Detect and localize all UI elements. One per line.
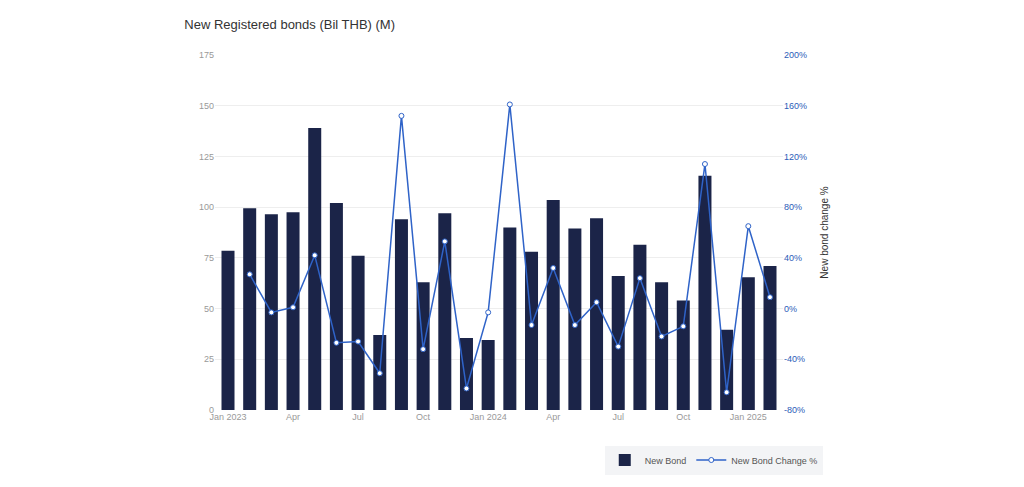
svg-text:100: 100	[199, 202, 214, 212]
svg-text:50: 50	[204, 304, 214, 314]
svg-text:Oct: Oct	[676, 412, 691, 422]
svg-text:New Bond: New Bond	[645, 456, 687, 466]
svg-text:40%: 40%	[784, 253, 802, 263]
svg-text:0: 0	[209, 405, 214, 415]
svg-text:160%: 160%	[784, 101, 807, 111]
svg-text:Jul: Jul	[352, 412, 364, 422]
svg-text:-80%: -80%	[784, 405, 805, 415]
svg-text:New bond change %: New bond change %	[819, 186, 830, 278]
svg-text:New Registered bonds (Bil THB): New Registered bonds (Bil THB) (M)	[184, 17, 395, 32]
svg-text:175: 175	[199, 50, 214, 60]
svg-text:Jan 2023: Jan 2023	[209, 412, 246, 422]
svg-text:Apr: Apr	[286, 412, 300, 422]
svg-text:New Bond Change %: New Bond Change %	[731, 456, 817, 466]
svg-text:Jul: Jul	[612, 412, 624, 422]
svg-text:150: 150	[199, 101, 214, 111]
svg-text:Jan 2024: Jan 2024	[470, 412, 507, 422]
svg-text:Oct: Oct	[416, 412, 431, 422]
svg-text:80%: 80%	[784, 202, 802, 212]
svg-text:Jan 2025: Jan 2025	[730, 412, 767, 422]
svg-text:-40%: -40%	[784, 354, 805, 364]
svg-text:125: 125	[199, 152, 214, 162]
svg-text:0%: 0%	[784, 304, 797, 314]
svg-text:120%: 120%	[784, 152, 807, 162]
svg-text:200%: 200%	[784, 50, 807, 60]
svg-text:75: 75	[204, 253, 214, 263]
svg-text:25: 25	[204, 354, 214, 364]
svg-text:Apr: Apr	[546, 412, 560, 422]
